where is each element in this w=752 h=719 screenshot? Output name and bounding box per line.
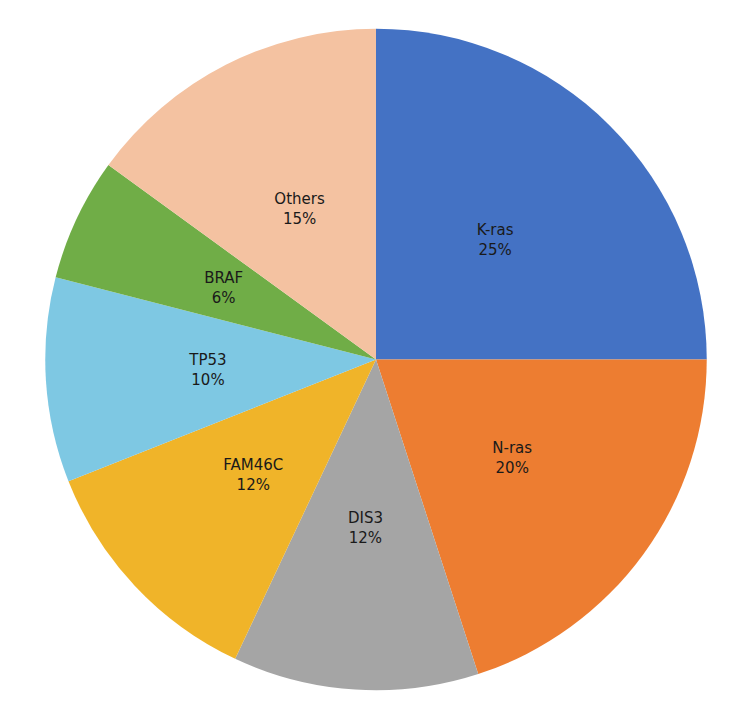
svg-text:TP53: TP53: [188, 351, 226, 369]
svg-text:FAM46C: FAM46C: [223, 456, 283, 474]
svg-text:Others: Others: [274, 190, 325, 208]
svg-text:N-ras: N-ras: [492, 439, 532, 457]
svg-text:20%: 20%: [496, 459, 529, 477]
svg-text:K-ras: K-ras: [477, 221, 514, 239]
svg-text:25%: 25%: [478, 241, 511, 259]
svg-text:DIS3: DIS3: [348, 509, 383, 527]
svg-text:6%: 6%: [212, 289, 236, 307]
svg-text:BRAF: BRAF: [204, 269, 243, 287]
svg-text:12%: 12%: [237, 476, 270, 494]
svg-text:15%: 15%: [283, 210, 316, 228]
svg-text:10%: 10%: [191, 371, 224, 389]
svg-text:12%: 12%: [349, 529, 382, 547]
